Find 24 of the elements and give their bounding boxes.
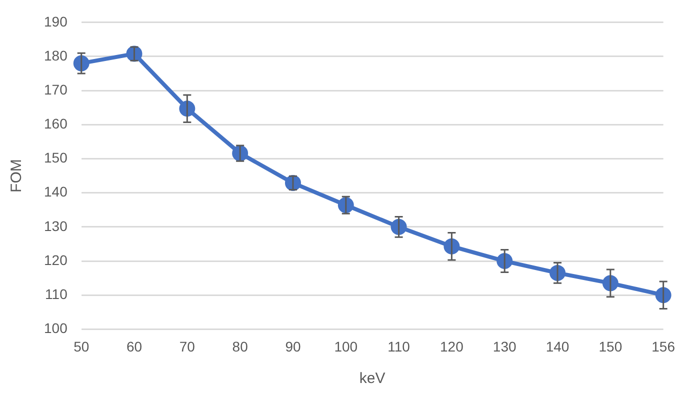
y-tick-label: 110 [45,286,68,302]
y-tick-label: 170 [44,81,68,98]
y-tick-label: 190 [44,13,68,30]
x-tick-label: 150 [598,338,622,354]
y-tick-label: 160 [44,116,68,132]
x-tick-label: 50 [74,338,90,354]
y-tick-label: 150 [44,150,68,166]
x-tick-label: 90 [285,338,301,354]
x-axis-title: keV [359,370,386,388]
x-tick-label: 110 [388,338,410,354]
y-tick-label: 180 [44,47,68,64]
x-tick-label: 80 [232,338,248,354]
y-axis-title: FOM [8,159,26,192]
y-tick-label: 130 [44,218,68,234]
x-tick-label: 130 [492,338,516,354]
x-tick-label: 120 [440,338,464,354]
y-tick-label: 100 [44,320,68,336]
x-tick-label: 100 [334,338,358,354]
x-tick-label: 156 [652,338,676,354]
y-tick-label: 120 [44,252,68,268]
x-tick-label: 70 [179,338,196,354]
x-tick-label: 60 [126,338,142,354]
y-tick-label: 140 [44,184,68,200]
x-tick-label: 140 [546,338,570,354]
